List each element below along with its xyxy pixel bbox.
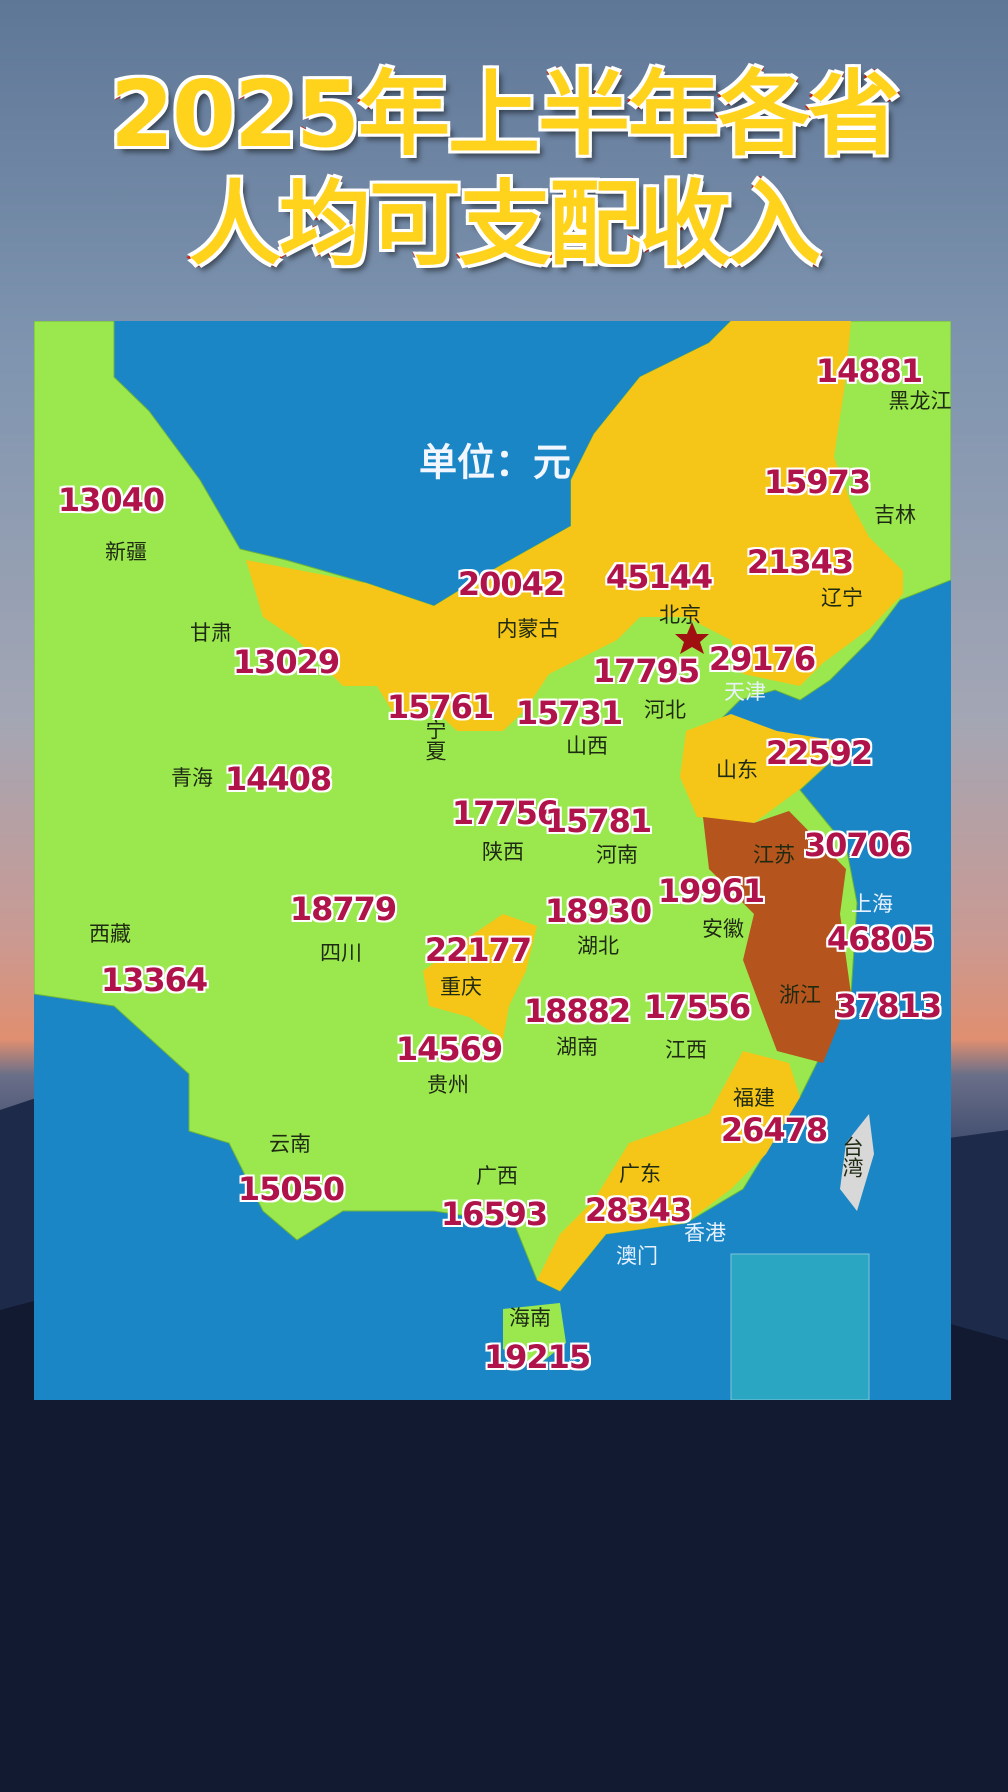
- province-name: 河南: [596, 843, 638, 867]
- region-chongqing: [423, 914, 537, 1040]
- province-name: 江苏: [753, 843, 795, 867]
- province-value: 15761: [386, 688, 494, 726]
- province-value: 15050: [237, 1170, 345, 1208]
- region-shandong: [680, 714, 851, 823]
- province-name: 江西: [665, 1038, 707, 1062]
- province-name: 西藏: [89, 922, 131, 946]
- province-name: 山东: [716, 758, 758, 782]
- title-line-2: 人均可支配收入: [187, 169, 823, 280]
- province-name: 新疆: [105, 540, 147, 564]
- province-value: 17795: [592, 652, 700, 690]
- province-value: 14569: [395, 1030, 503, 1068]
- income-map: [34, 321, 951, 1400]
- taiwan-label: 台湾: [840, 1136, 864, 1178]
- province-value: 28343: [584, 1191, 692, 1229]
- region-fujian-guangdong: [537, 1051, 800, 1291]
- province-name: 甘肃: [190, 621, 232, 645]
- province-value: 37813: [834, 987, 942, 1025]
- province-name: 贵州: [427, 1073, 469, 1097]
- province-name: 广西: [476, 1164, 518, 1188]
- province-name: 宁夏: [423, 719, 447, 761]
- province-name: 海南: [509, 1306, 551, 1330]
- province-value: 45144: [605, 558, 713, 596]
- province-value: 22592: [765, 734, 873, 772]
- province-name: 云南: [269, 1132, 311, 1156]
- province-name: 内蒙古: [496, 617, 560, 641]
- region-jiangsu-zhejiang: [703, 811, 851, 1063]
- province-name: 湖北: [577, 934, 619, 958]
- province-value: 17756: [451, 794, 559, 832]
- province-name: 浙江: [779, 983, 821, 1007]
- province-name: 广东: [619, 1162, 661, 1186]
- province-value: 46805: [826, 920, 934, 958]
- province-name: 安徽: [702, 917, 744, 941]
- region-taiwan: [840, 1114, 874, 1211]
- province-value: 15973: [763, 463, 871, 501]
- province-name: 青海: [171, 766, 213, 790]
- province-value: 30706: [803, 826, 911, 864]
- beijing-star: [675, 622, 709, 654]
- region-hainan: [503, 1303, 566, 1366]
- province-value: 26478: [720, 1111, 828, 1149]
- province-name: 陕西: [482, 840, 524, 864]
- province-value: 13364: [100, 961, 208, 999]
- province-value: 14881: [815, 352, 923, 390]
- province-name: 湖南: [556, 1035, 598, 1059]
- province-value: 18779: [289, 890, 397, 928]
- province-name: 吉林: [874, 503, 916, 527]
- province-value: 21343: [746, 543, 854, 581]
- province-value: 22177: [424, 931, 532, 969]
- south-sea-inset: [730, 1253, 870, 1400]
- region-inner-mongolia-liaoning: [246, 321, 903, 731]
- province-value: 16593: [440, 1195, 548, 1233]
- province-name: 河北: [644, 698, 686, 722]
- province-value: 20042: [457, 565, 565, 603]
- title-line-1: 2025年上半年各省: [108, 59, 902, 170]
- province-name: 福建: [733, 1086, 775, 1110]
- province-name: 天津: [724, 680, 766, 704]
- province-value: 18882: [523, 992, 631, 1030]
- province-name: 山西: [566, 734, 608, 758]
- province-value: 14408: [224, 760, 332, 798]
- macau-label: 澳门: [616, 1244, 658, 1268]
- province-name: 四川: [320, 941, 362, 965]
- province-value: 19961: [657, 872, 765, 910]
- province-name: 上海: [851, 892, 893, 916]
- province-value: 18930: [544, 892, 652, 930]
- province-name: 北京: [659, 603, 701, 627]
- hongkong-label: 香港: [684, 1221, 726, 1245]
- province-value: 13029: [232, 643, 340, 681]
- province-name: 辽宁: [821, 586, 863, 610]
- province-value: 15731: [515, 694, 623, 732]
- province-value: 15781: [544, 802, 652, 840]
- province-value: 19215: [483, 1338, 591, 1376]
- unit-label: 单位：元: [418, 440, 572, 485]
- province-name: 重庆: [440, 975, 482, 999]
- province-name: 黑龙江: [888, 389, 952, 413]
- province-value: 13040: [57, 481, 165, 519]
- map-shapes: [34, 321, 951, 1400]
- province-value: 29176: [708, 640, 816, 678]
- province-value: 17556: [643, 988, 751, 1026]
